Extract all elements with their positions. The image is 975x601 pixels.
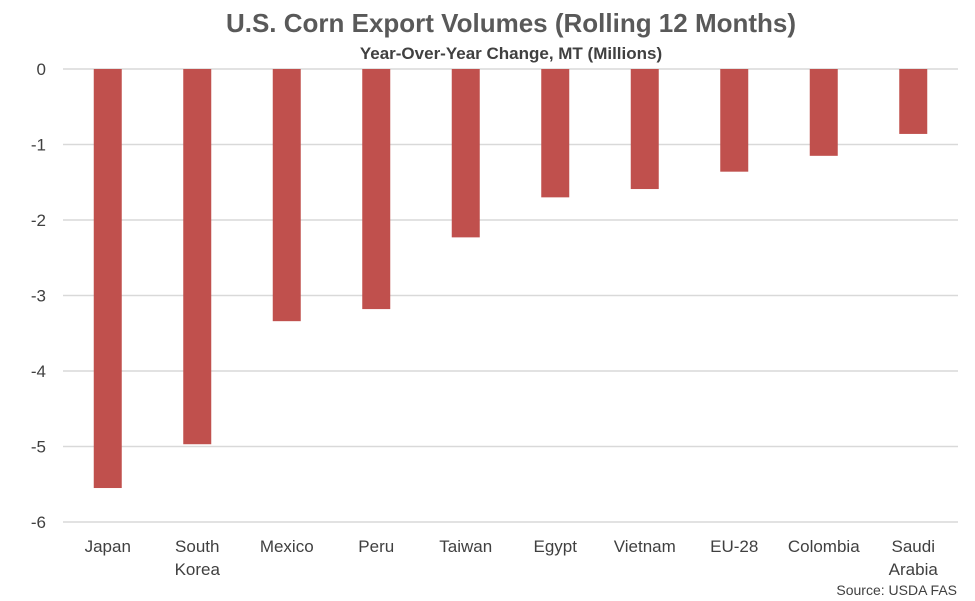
x-tick-label-line: South bbox=[175, 537, 219, 556]
x-tick-label: Saudi Arabia bbox=[889, 537, 939, 579]
bar bbox=[630, 69, 659, 190]
x-tick-label-line: Arabia bbox=[889, 560, 939, 579]
x-axis-ticks: Japan South Korea Mexico Peru Taiwan Egypt Viet… bbox=[85, 537, 939, 579]
bar bbox=[899, 69, 928, 134]
y-tick-label: -6 bbox=[31, 513, 46, 532]
bar bbox=[720, 69, 749, 172]
x-tick-label-line: EU-28 bbox=[710, 537, 758, 556]
x-tick-label-line: Egypt bbox=[534, 537, 578, 556]
x-tick-label-line: Taiwan bbox=[439, 537, 492, 556]
y-tick-label: -4 bbox=[31, 362, 46, 381]
y-tick-label: -2 bbox=[31, 211, 46, 230]
source-note: Source: USDA FAS bbox=[836, 582, 957, 598]
x-tick-label: Japan bbox=[85, 537, 131, 556]
bar bbox=[93, 69, 122, 489]
x-tick-label-line: Saudi bbox=[892, 537, 935, 556]
x-tick-label: Colombia bbox=[788, 537, 860, 556]
x-tick-label: Vietnam bbox=[614, 537, 676, 556]
x-tick-label-line: Colombia bbox=[788, 537, 860, 556]
bar bbox=[809, 69, 838, 156]
bars bbox=[93, 69, 928, 489]
x-tick-label: South Korea bbox=[175, 537, 221, 579]
gridlines bbox=[63, 68, 958, 523]
x-tick-label: Peru bbox=[358, 537, 394, 556]
y-tick-label: -1 bbox=[31, 136, 46, 155]
x-tick-label-line: Vietnam bbox=[614, 537, 676, 556]
x-tick-label-line: Mexico bbox=[260, 537, 314, 556]
x-tick-label: Mexico bbox=[260, 537, 314, 556]
chart-subtitle: Year-Over-Year Change, MT (Millions) bbox=[360, 44, 662, 63]
y-tick-label: -5 bbox=[31, 438, 46, 457]
chart-title: U.S. Corn Export Volumes (Rolling 12 Mon… bbox=[226, 8, 796, 38]
y-tick-label: -3 bbox=[31, 287, 46, 306]
y-axis-ticks: 0 -1 -2 -3 -4 -5 -6 bbox=[31, 60, 46, 532]
x-tick-label-line: Japan bbox=[85, 537, 131, 556]
bar bbox=[183, 69, 212, 445]
x-tick-label-line: Peru bbox=[358, 537, 394, 556]
x-tick-label: EU-28 bbox=[710, 537, 758, 556]
bar bbox=[541, 69, 570, 198]
y-tick-label: 0 bbox=[37, 60, 46, 79]
bar bbox=[451, 69, 480, 238]
bar bbox=[362, 69, 391, 310]
x-tick-label-line: Korea bbox=[175, 560, 221, 579]
x-tick-label: Egypt bbox=[534, 537, 578, 556]
x-tick-label: Taiwan bbox=[439, 537, 492, 556]
bar bbox=[272, 69, 301, 322]
